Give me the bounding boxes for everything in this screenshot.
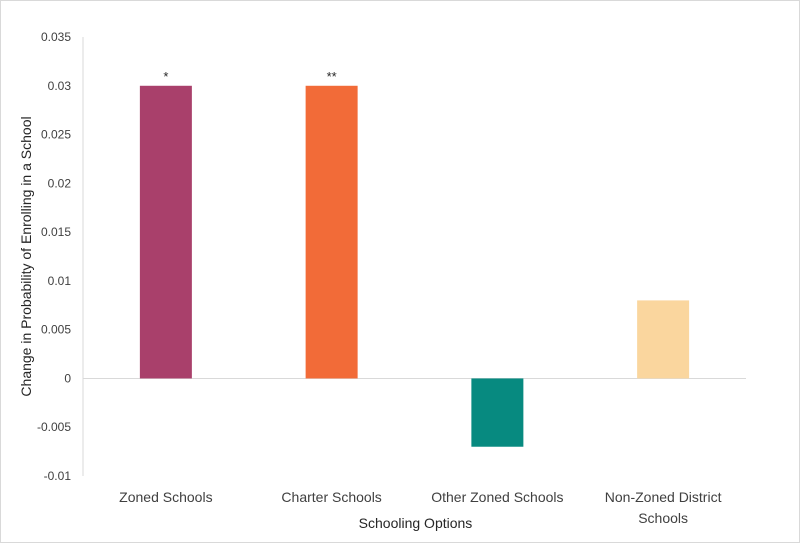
bar <box>305 85 358 379</box>
x-category-label: Non-Zoned District <box>605 489 722 505</box>
bars <box>139 85 690 447</box>
y-tick-label: 0.03 <box>48 79 72 93</box>
x-category-label: Charter Schools <box>281 489 381 505</box>
significance-marker: ** <box>327 69 337 84</box>
y-axis-title: Change in Probability of Enrolling in a … <box>18 116 34 396</box>
bar <box>139 85 192 379</box>
x-axis-title: Schooling Options <box>359 515 473 531</box>
y-tick-label: 0.025 <box>41 128 71 142</box>
significance-annotations: * ** <box>163 69 336 84</box>
x-category-label: Zoned Schools <box>119 489 212 505</box>
y-axis-tick-labels: 0.035 0.03 0.025 0.02 0.015 0.01 0.005 0 -0.005 -… <box>37 30 71 483</box>
y-tick-label: -0.01 <box>44 469 72 483</box>
x-category-label: Schools <box>638 510 688 526</box>
y-tick-label: 0.005 <box>41 323 71 337</box>
bar <box>637 300 690 379</box>
y-tick-label: 0 <box>64 371 71 385</box>
y-tick-label: 0.035 <box>41 30 71 44</box>
x-category-label: Other Zoned Schools <box>431 489 563 505</box>
bar <box>471 378 524 447</box>
y-tick-label: 0.015 <box>41 225 71 239</box>
x-axis-category-labels: Zoned Schools Charter Schools Other Zoned … <box>119 489 721 526</box>
y-tick-label: 0.02 <box>48 176 72 190</box>
significance-marker: * <box>163 69 168 84</box>
y-tick-label: 0.01 <box>48 274 72 288</box>
y-tick-label: -0.005 <box>37 420 71 434</box>
